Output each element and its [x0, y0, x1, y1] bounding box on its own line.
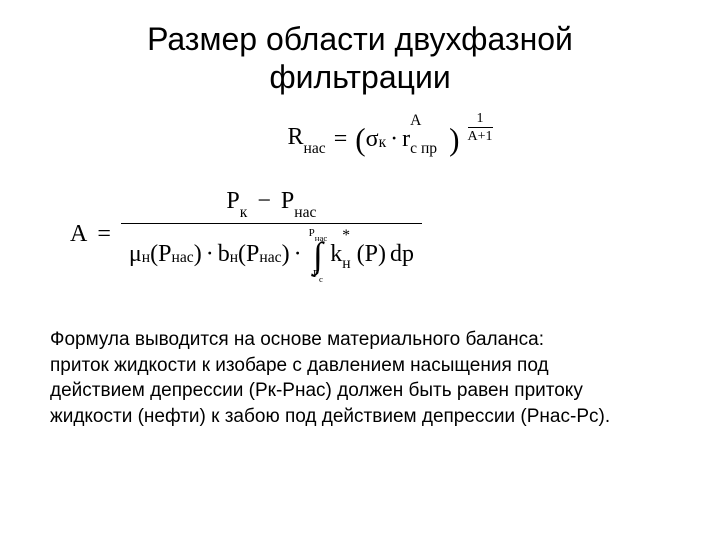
f2-k-sup: *	[342, 227, 350, 245]
f2-numerator: Pк − Pнас	[121, 188, 422, 223]
body-l4: жидкости (нефти) к забою под действием д…	[50, 406, 610, 427]
f1-dot: ·	[390, 126, 398, 153]
formula-a: A = Pк − Pнас μн(Pнас) · bн(Pнас) · Pнас…	[70, 188, 670, 282]
f2-num-pn-sub: нас	[294, 204, 316, 221]
f2-dp: dp	[390, 241, 414, 268]
f1-r-sub: с пр	[410, 140, 437, 157]
f1-exp-num: 1	[468, 111, 493, 126]
f1-lhs-var: R	[287, 124, 303, 150]
f2-dot2: ·	[294, 241, 302, 268]
f1-sigma-sub: к	[379, 134, 387, 152]
f2-k-sub: н	[342, 255, 350, 272]
open-paren: (	[355, 122, 365, 158]
page-title: Размер области двухфазной фильтрации	[50, 20, 670, 97]
f2-mu-sub: н	[142, 249, 150, 267]
f2-parg2: P	[246, 241, 259, 268]
f2-parg1: P	[158, 241, 171, 268]
f2-parg2-sub: нас	[259, 249, 281, 267]
f2-num-pn: P	[281, 188, 294, 214]
f2-p-simple: P	[365, 241, 378, 268]
f2-parg1-sub: нас	[171, 249, 193, 267]
body-l3: действием депрессии (Рк-Рнас) должен быт…	[50, 380, 583, 401]
formula-block: Rнас = (σк · rAс пр ) 1 A+1 A = Pк − Pна…	[50, 122, 670, 282]
body-l1: Формула выводится на основе материальног…	[50, 329, 544, 350]
integral: Pнас ∫ Pc	[309, 228, 328, 282]
f1-eq: =	[334, 126, 348, 153]
formula-r-nas: Rнас = (σк · rAс пр ) 1 A+1	[110, 122, 670, 158]
f2-lhs: A	[70, 221, 87, 248]
f2-eq: =	[97, 221, 111, 248]
close-paren: )	[449, 122, 459, 158]
integral-sign: ∫	[313, 239, 323, 271]
f1-exp-den: A+1	[468, 129, 493, 144]
f1-r-sup: A	[410, 112, 421, 130]
f2-b-sub: н	[230, 249, 238, 267]
f1-lhs-sub: нас	[303, 140, 325, 157]
f2-dot1: ·	[206, 241, 214, 268]
body-l2: приток жидкости к изобаре с давлением на…	[50, 355, 549, 376]
f2-mu: μ	[129, 241, 142, 268]
int-top-sub: нас	[315, 233, 328, 243]
title-line2: фильтрации	[269, 59, 450, 95]
f1-exponent-frac: 1 A+1	[468, 111, 493, 145]
f2-k: k	[330, 241, 342, 268]
int-bot-sub: c	[319, 274, 323, 284]
f2-b: b	[218, 241, 230, 268]
f2-num-pk-sub: к	[240, 204, 248, 221]
f2-num-pk: P	[226, 188, 239, 214]
title-line1: Размер области двухфазной	[147, 21, 573, 57]
f1-sigma: σ	[366, 126, 379, 153]
f2-denominator: μн(Pнас) · bн(Pнас) · Pнас ∫ Pc k*н(P) d…	[121, 224, 422, 282]
f1-r: r	[402, 126, 410, 153]
body-text: Формула выводится на основе материальног…	[50, 327, 670, 430]
f2-minus: −	[257, 188, 271, 214]
